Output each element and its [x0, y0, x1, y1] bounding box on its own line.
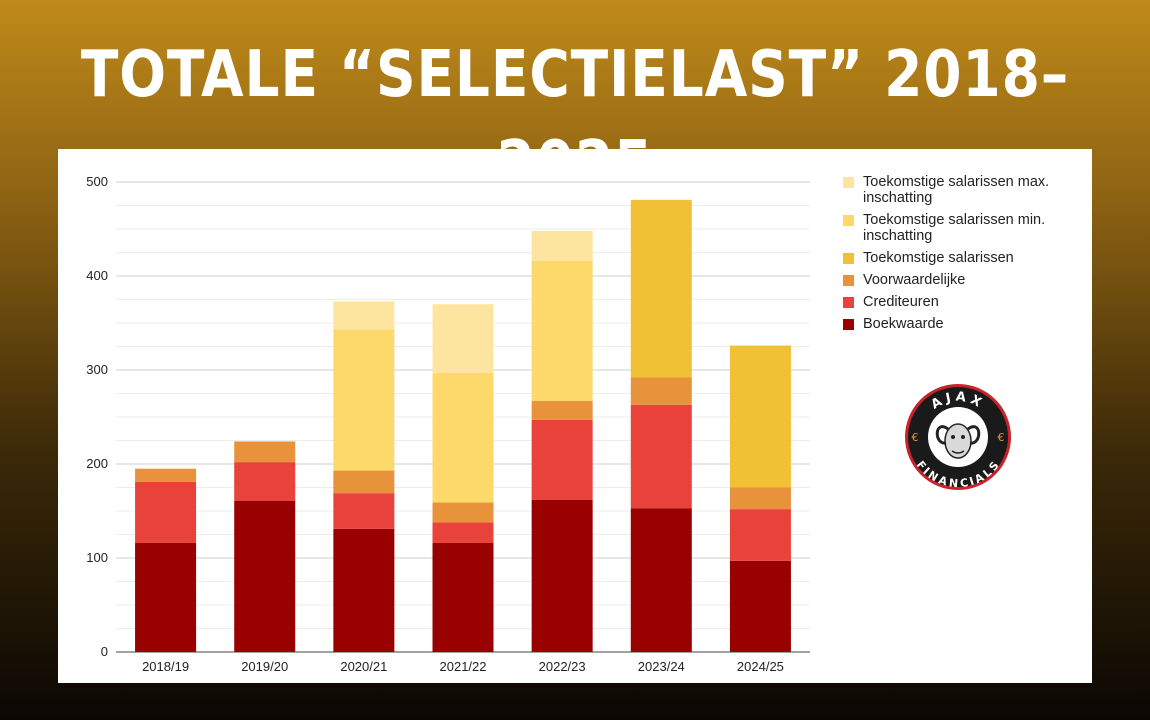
legend-label: Boekwaarde	[863, 316, 944, 332]
bar-segment	[531, 419, 593, 500]
legend-item: Toekomstige salarissen min. inschatting	[843, 212, 1083, 244]
chart-legend: Toekomstige salarissen max. inschatting T…	[843, 174, 1083, 338]
bar-segment	[135, 468, 197, 482]
y-tick-label: 200	[86, 456, 108, 471]
legend-item: Crediteuren	[843, 294, 1083, 310]
bar-segment	[630, 404, 692, 509]
page-title: TOTALE “SELECTIELAST” 2018–2025	[80, 38, 1070, 202]
legend-item: Boekwaarde	[843, 316, 1083, 332]
bar-segment	[531, 230, 593, 261]
legend-item: Toekomstige salarissen max. inschatting	[843, 174, 1083, 206]
bar-segment	[531, 260, 593, 402]
bar-segment	[333, 329, 395, 471]
y-tick-label: 0	[101, 644, 108, 659]
legend-swatch	[843, 297, 854, 308]
legend-swatch	[843, 253, 854, 264]
y-tick-label: 500	[86, 174, 108, 189]
x-tick-label: 2019/20	[241, 659, 288, 674]
x-tick-label: 2024/25	[737, 659, 784, 674]
bar-segment	[432, 372, 494, 503]
legend-item: Toekomstige salarissen	[843, 250, 1083, 266]
legend-label: Voorwaardelijke	[863, 272, 966, 288]
x-axis: 2018/19 2019/20 2020/21 2021/22 2022/23 2023/…	[142, 659, 784, 674]
logo-euro-left: €	[912, 431, 919, 444]
bar-segment	[729, 560, 791, 652]
x-tick-label: 2023/24	[638, 659, 685, 674]
legend-label: Toekomstige salarissen min. inschatting	[863, 212, 1046, 244]
bar-segment	[135, 481, 197, 543]
y-axis: 0 100 200 300 400 500	[86, 174, 108, 659]
bar-segment	[432, 502, 494, 523]
bar-segment	[432, 522, 494, 543]
bar-segment	[234, 500, 296, 652]
x-tick-label: 2022/23	[539, 659, 586, 674]
legend-label: Crediteuren	[863, 294, 939, 310]
bar-segment	[432, 304, 494, 373]
bar-segment	[630, 508, 692, 652]
x-tick-label: 2018/19	[142, 659, 189, 674]
legend-swatch	[843, 215, 854, 226]
bar-segment	[234, 462, 296, 501]
bar-segment	[729, 345, 791, 488]
ajax-financials-logo: AJAX FINANCIALS € €	[905, 384, 1011, 490]
bar-segment	[333, 301, 395, 330]
legend-label: Toekomstige salarissen max. inschatting	[863, 174, 1050, 206]
legend-swatch	[843, 177, 854, 188]
y-tick-label: 300	[86, 362, 108, 377]
ram-head-icon	[935, 423, 981, 459]
bar-segment	[333, 493, 395, 529]
bar-segment	[234, 441, 296, 463]
bar-segment	[333, 470, 395, 494]
legend-item: Voorwaardelijke	[843, 272, 1083, 288]
y-tick-label: 400	[86, 268, 108, 283]
bar-segment	[135, 542, 197, 652]
legend-swatch	[843, 319, 854, 330]
legend-swatch	[843, 275, 854, 286]
bar-segment	[333, 528, 395, 652]
x-tick-label: 2020/21	[340, 659, 387, 674]
x-tick-label: 2021/22	[440, 659, 487, 674]
bar-segment	[630, 199, 692, 378]
bar-segment	[729, 487, 791, 510]
bar-segment	[531, 499, 593, 652]
bar-segment	[432, 542, 494, 652]
logo-euro-right: €	[998, 431, 1005, 444]
bar-segment	[531, 401, 593, 420]
bar-segment	[630, 377, 692, 405]
bar-segment	[729, 509, 791, 561]
stacked-bar-chart: 2018/19 2019/20 2020/21 2021/22 2022/23 2023/…	[86, 174, 810, 674]
y-tick-label: 100	[86, 550, 108, 565]
legend-label: Toekomstige salarissen	[863, 250, 1014, 266]
chart-bars	[135, 199, 791, 652]
